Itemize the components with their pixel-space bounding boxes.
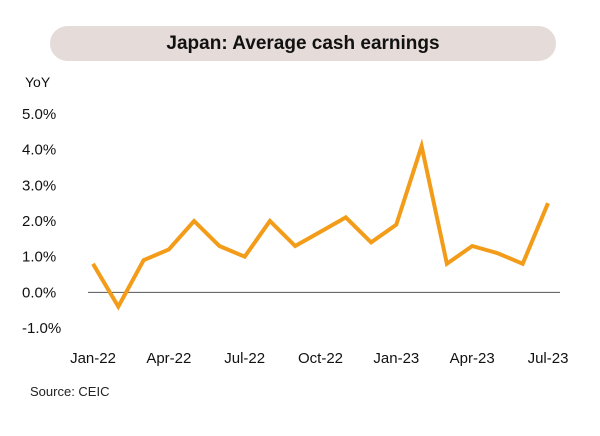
y-tick-label: 5.0% [22, 106, 56, 123]
y-tick-label: -1.0% [22, 320, 61, 337]
y-tick-label: 2.0% [22, 213, 56, 230]
y-tick-label: 1.0% [22, 249, 56, 266]
series-line [91, 138, 550, 311]
x-tick-label: Apr-22 [146, 350, 191, 367]
y-tick-label: 3.0% [22, 177, 56, 194]
y-axis-label: YoY [25, 74, 51, 90]
y-tick-label: 4.0% [22, 142, 56, 159]
x-tick-label: Jan-23 [373, 350, 419, 367]
x-tick-label: Oct-22 [298, 350, 343, 367]
chart-title-banner: Japan: Average cash earnings [50, 26, 556, 61]
x-tick-label: Jul-22 [224, 350, 265, 367]
x-tick-label: Jan-22 [70, 350, 116, 367]
chart-title: Japan: Average cash earnings [166, 32, 440, 54]
source-note: Source: CEIC [30, 384, 110, 399]
y-tick-label: 0.0% [22, 284, 56, 301]
x-tick-label: Apr-23 [450, 350, 495, 367]
x-tick-label: Jul-23 [528, 350, 569, 367]
